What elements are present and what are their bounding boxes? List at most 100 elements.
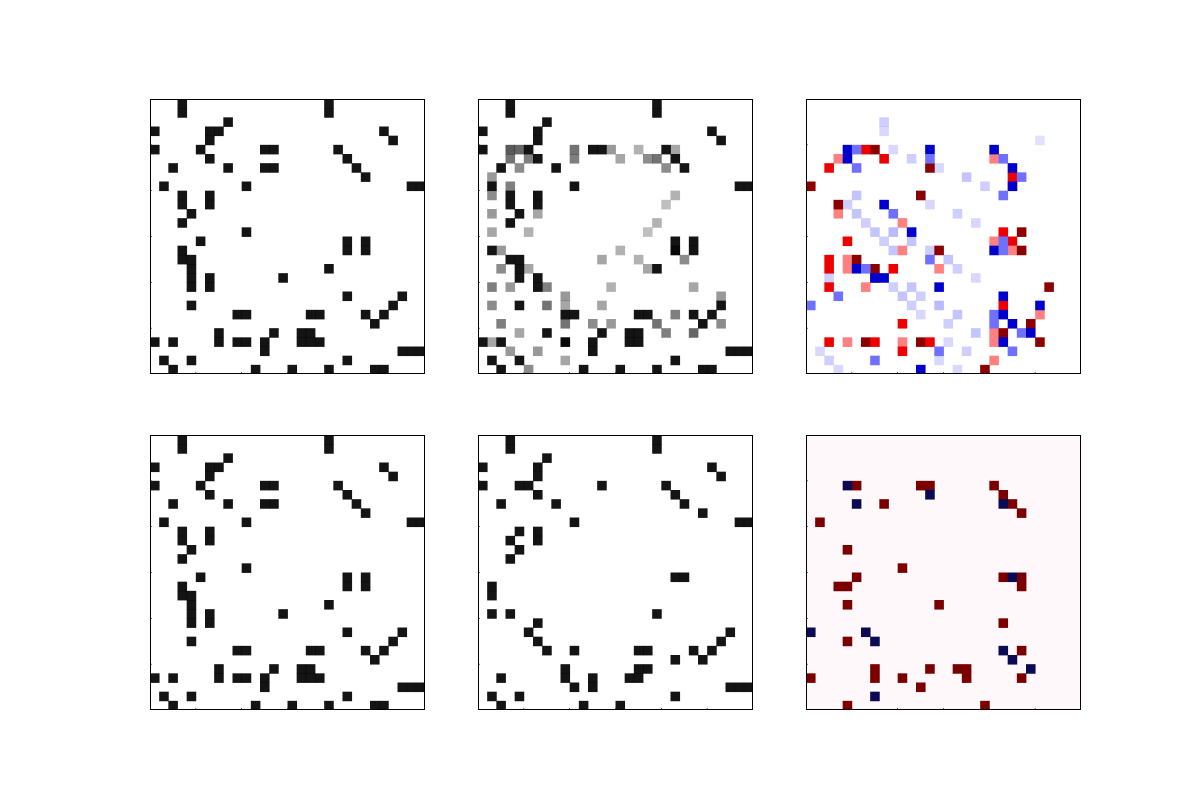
heatmap-cell-soft — [560, 319, 571, 329]
heatmap-cell-negative — [998, 236, 1009, 247]
heatmap-cell — [177, 581, 188, 592]
heatmap-cell-soft — [505, 154, 516, 164]
heatmap-cell — [278, 609, 288, 619]
heatmap-cell-negative — [998, 309, 1009, 320]
heatmap-cell — [186, 609, 197, 619]
heatmap-cell-faint — [824, 355, 834, 366]
plot-background — [806, 435, 1081, 710]
heatmap-cell-negative — [998, 337, 1009, 347]
heatmap-cell-soft — [533, 346, 543, 357]
heatmap-cell-soft — [652, 218, 662, 228]
heatmap-cell-positive — [998, 227, 1009, 237]
heatmap-top-middle — [478, 99, 753, 374]
heatmap-cell-soft — [505, 282, 516, 292]
heatmap-cell-soft — [496, 319, 506, 329]
heatmap-cell — [315, 337, 325, 347]
heatmap-cell-soft — [569, 144, 580, 155]
heatmap-cell — [397, 346, 408, 357]
heatmap-cell — [205, 199, 215, 210]
heatmap-cell — [360, 572, 371, 583]
heatmap-cell — [186, 355, 197, 366]
heatmap-cell — [487, 609, 497, 619]
panel-bottom-left — [150, 435, 425, 710]
panel-bottom-middle — [478, 435, 753, 710]
heatmap-cell — [379, 462, 389, 473]
heatmap-cell-faint — [879, 126, 889, 137]
heatmap-cell-soft — [496, 264, 506, 274]
heatmap-cell-negative — [1026, 328, 1036, 338]
heatmap-cell-soft — [652, 319, 662, 329]
heatmap-cell-negative — [1007, 346, 1018, 357]
heatmap-cell-negative — [906, 227, 917, 237]
heatmap-cell — [324, 435, 334, 445]
heatmap-cell — [379, 309, 389, 320]
heatmap-cell-positive — [1016, 572, 1027, 583]
heatmap-cell — [624, 337, 635, 347]
heatmap-cell — [388, 300, 398, 311]
heatmap-cell — [370, 319, 380, 329]
heatmap-cell — [670, 490, 681, 500]
heatmap-cell — [533, 135, 543, 146]
heatmap-cell — [186, 254, 197, 265]
heatmap-cell-faint — [934, 300, 944, 311]
heatmap-cell — [560, 309, 571, 320]
heatmap-cell — [388, 471, 398, 482]
heatmap-cell — [223, 117, 233, 127]
heatmap-cell — [269, 480, 279, 491]
heatmap-cell-faint — [906, 236, 917, 247]
heatmap-cell-faint — [961, 172, 972, 182]
heatmap-cell — [487, 590, 497, 601]
heatmap-cell-negative — [842, 154, 853, 164]
heatmap-cell — [232, 645, 243, 656]
heatmap-cell-faint — [925, 245, 935, 256]
heatmap-cell-negative — [806, 300, 816, 311]
heatmap-cell — [633, 328, 644, 338]
heatmap-cell — [652, 435, 662, 445]
heatmap-cell — [661, 480, 671, 491]
heatmap-cell — [707, 462, 717, 473]
heatmap-cell — [260, 499, 270, 509]
heatmap-cell — [406, 682, 417, 693]
heatmap-cell — [588, 673, 598, 683]
heatmap-cell — [342, 291, 353, 302]
heatmap-cell-positive — [824, 254, 834, 265]
heatmap-cell — [260, 682, 270, 693]
heatmap-cell — [397, 627, 408, 638]
heatmap-cell-faint — [824, 273, 834, 283]
heatmap-cell — [679, 499, 690, 509]
heatmap-cell — [633, 664, 644, 674]
heatmap-cell — [324, 364, 334, 374]
heatmap-cell-faint — [934, 355, 944, 366]
heatmap-cell-positive — [925, 664, 935, 674]
heatmap-cell — [688, 309, 699, 320]
heatmap-cell — [652, 609, 662, 619]
heatmap-cell-positive — [989, 328, 999, 338]
heatmap-cell-positive — [842, 581, 853, 592]
heatmap-cell-negative — [998, 499, 1009, 509]
heatmap-cell — [478, 462, 488, 473]
heatmap-cell — [186, 618, 197, 628]
heatmap-cell — [670, 655, 681, 665]
heatmap-cell — [186, 691, 197, 702]
heatmap-cell — [624, 673, 635, 683]
heatmap-cell-soft — [487, 282, 497, 292]
heatmap-cell-positive — [842, 636, 853, 647]
heatmap-cell-positive — [897, 319, 908, 329]
heatmap-cell — [324, 108, 334, 118]
heatmap-cell — [296, 664, 307, 674]
heatmap-cell — [514, 545, 525, 555]
heatmap-cell-faint — [961, 346, 972, 357]
heatmap-cell-negative — [1007, 572, 1018, 583]
heatmap-cell — [305, 673, 316, 683]
heatmap-cell-positive — [842, 254, 853, 265]
heatmap-cell — [388, 636, 398, 647]
heatmap-cell-negative — [851, 144, 862, 155]
heatmap-cell-faint — [952, 264, 963, 274]
heatmap-cell — [195, 572, 206, 583]
heatmap-cell-positive — [842, 264, 853, 274]
heatmap-cell-soft — [542, 282, 552, 292]
heatmap-cell — [205, 190, 215, 201]
heatmap-cell-faint — [925, 199, 935, 210]
heatmap-cell-soft — [688, 328, 699, 338]
